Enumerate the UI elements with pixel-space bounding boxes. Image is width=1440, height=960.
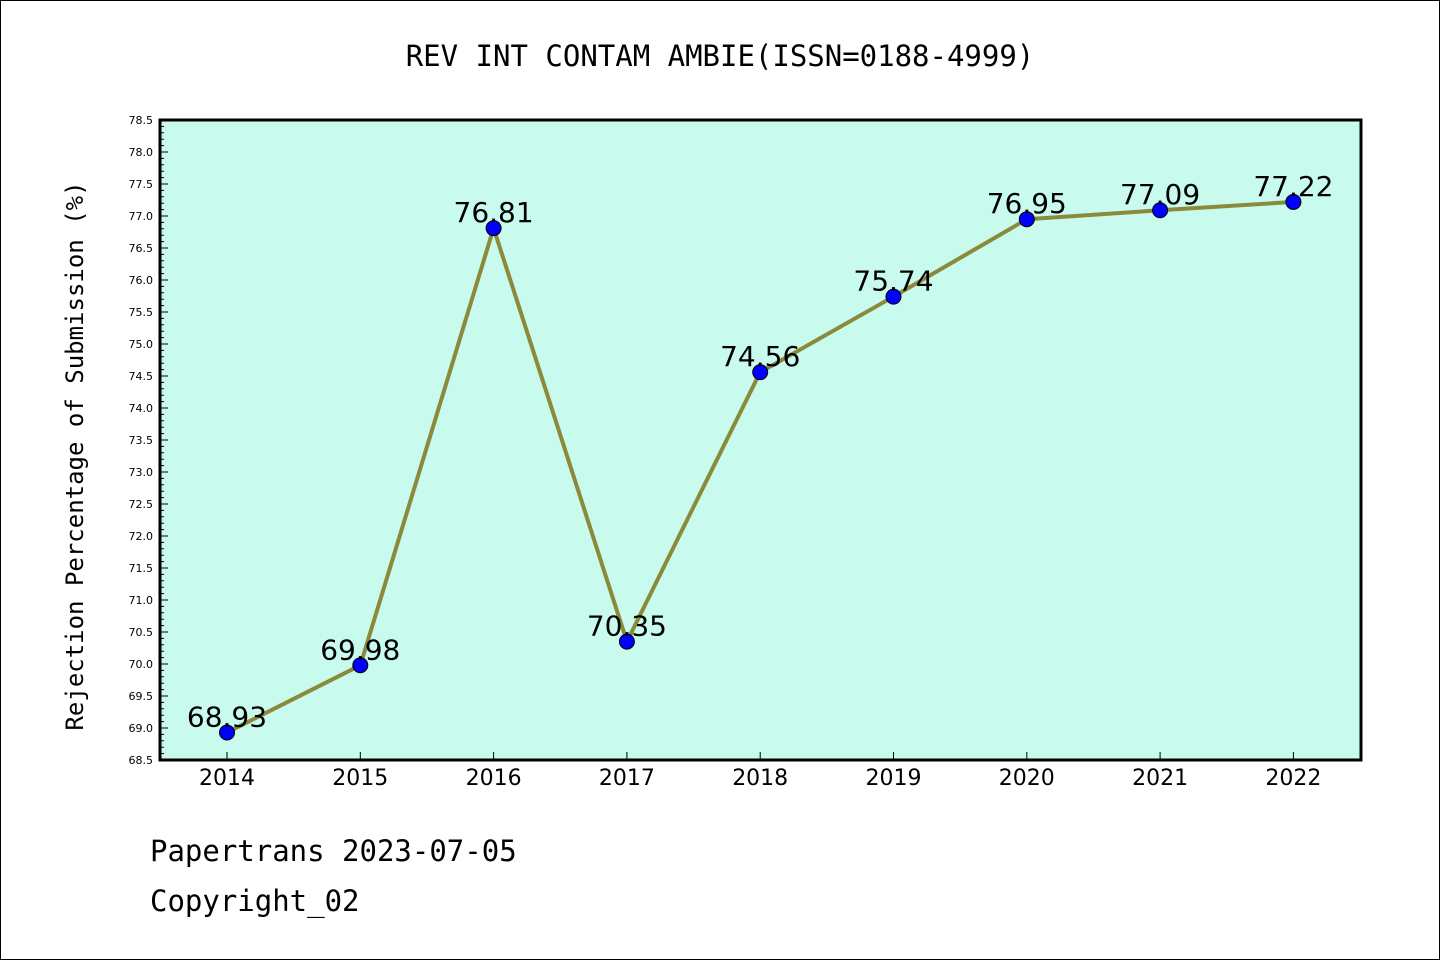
data-point	[752, 364, 769, 381]
y-tick-label: 69.5	[129, 690, 154, 703]
x-axis: 2014 2015 2016 2017 2018 2019 2020 2021 2022	[199, 752, 1321, 791]
y-tick-label: 78.5	[129, 114, 154, 127]
footer-copyright: Copyright_02	[150, 884, 360, 918]
x-tick-label: 2020	[999, 766, 1055, 791]
x-tick-label: 2014	[199, 766, 255, 791]
y-tick-label: 71.0	[129, 594, 154, 607]
data-label: 68.93	[187, 700, 267, 733]
y-tick-label: 78.0	[129, 146, 154, 159]
x-tick-label: 2017	[599, 766, 655, 791]
y-tick-label: 77.5	[129, 178, 154, 191]
x-tick-label: 2015	[332, 766, 388, 791]
y-tick-label: 74.0	[129, 402, 154, 415]
data-point	[1285, 193, 1302, 210]
data-labels: 68.93 69.98 76.81 70.35 74.56 75.74 76.95 77.09…	[187, 170, 1334, 734]
x-tick-label: 2019	[866, 766, 922, 791]
data-point	[1018, 211, 1035, 228]
y-tick-label: 71.5	[129, 562, 154, 575]
data-label: 76.81	[454, 196, 534, 229]
x-tick-label: 2016	[466, 766, 522, 791]
x-tick-label: 2018	[732, 766, 788, 791]
data-label: 74.56	[720, 340, 800, 373]
data-point	[485, 220, 502, 237]
footer-date: Papertrans 2023-07-05	[150, 834, 517, 868]
y-tick-label: 76.5	[129, 242, 154, 255]
y-tick-label: 69.0	[129, 722, 154, 735]
y-tick-label: 70.0	[129, 658, 154, 671]
y-tick-label: 74.5	[129, 370, 154, 383]
y-tick-label: 77.0	[129, 210, 154, 223]
y-axis-label: Rejection Percentage of Submission (%)	[61, 181, 89, 730]
chart-title: REV INT CONTAM AMBIE(ISSN=0188-4999)	[406, 39, 1035, 73]
y-tick-label: 76.0	[129, 274, 154, 287]
data-point	[618, 633, 635, 650]
data-label: 77.09	[1120, 178, 1200, 211]
data-label: 77.22	[1253, 170, 1333, 203]
plot-border	[158, 118, 1363, 762]
y-tick-label: 75.5	[129, 306, 154, 319]
y-axis: 68.5 69.0 69.5 70.0 70.5 71.0 71.5 72.0 72.5 73.0…	[129, 114, 168, 767]
y-tick-label: 72.0	[129, 530, 154, 543]
y-tick-label: 75.0	[129, 338, 154, 351]
x-tick-label: 2022	[1265, 766, 1321, 791]
data-point	[1152, 202, 1169, 219]
y-tick-label: 73.5	[129, 434, 154, 447]
y-tick-label: 70.5	[129, 626, 154, 639]
data-point	[352, 657, 369, 674]
plot-area	[160, 120, 1361, 760]
data-label: 70.35	[587, 610, 667, 643]
data-point	[219, 724, 235, 741]
data-label: 69.98	[320, 633, 400, 666]
y-tick-label: 72.5	[129, 498, 154, 511]
y-tick-label: 73.0	[129, 466, 154, 479]
data-label: 75.74	[853, 265, 933, 298]
y-tick-label: 68.5	[129, 754, 154, 767]
data-points	[219, 193, 1302, 741]
x-tick-label: 2021	[1132, 766, 1188, 791]
data-label: 76.95	[987, 187, 1067, 220]
data-point	[885, 288, 902, 305]
